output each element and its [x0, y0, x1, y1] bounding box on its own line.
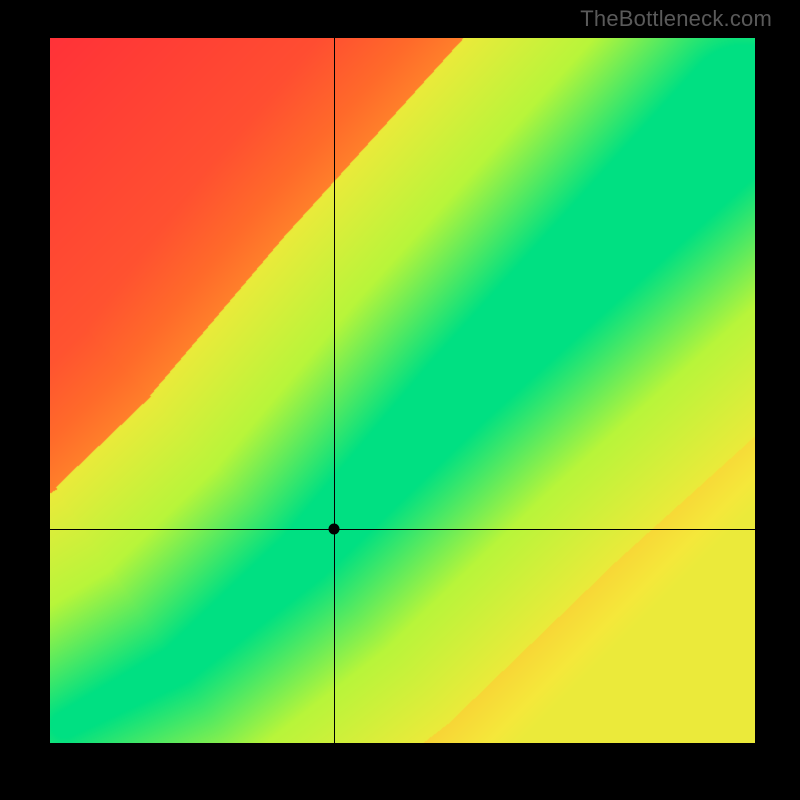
heatmap-canvas: [50, 38, 755, 743]
plot-area: [50, 38, 755, 743]
crosshair-horizontal: [50, 529, 755, 530]
crosshair-marker: [329, 524, 340, 535]
crosshair-vertical: [334, 38, 335, 743]
watermark-text: TheBottleneck.com: [580, 6, 772, 32]
chart-container: TheBottleneck.com: [0, 0, 800, 800]
